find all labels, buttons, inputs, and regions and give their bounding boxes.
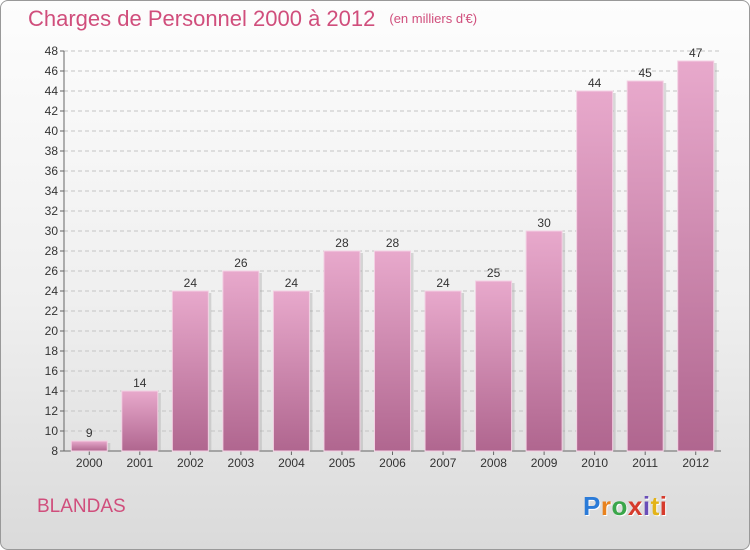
y-tick-label: 48 (45, 44, 59, 58)
bar (222, 270, 260, 452)
bar (626, 80, 664, 452)
data-label: 24 (436, 276, 450, 290)
data-label: 47 (689, 46, 703, 60)
bar (121, 390, 159, 452)
logo-letter: i (659, 491, 668, 521)
y-tick-label: 10 (45, 424, 59, 438)
data-label: 26 (234, 256, 248, 270)
y-tick-label: 20 (45, 324, 59, 338)
x-tick-label: 2008 (480, 456, 507, 470)
bar (677, 60, 715, 452)
y-tick-label: 30 (45, 224, 59, 238)
logo-letter: r (600, 491, 612, 521)
x-tick-label: 2005 (329, 456, 356, 470)
x-tick-label: 2004 (278, 456, 305, 470)
logo-letter: x (627, 491, 643, 521)
y-tick-label: 42 (45, 104, 59, 118)
data-label: 45 (639, 66, 653, 80)
y-tick-label: 44 (45, 84, 59, 98)
y-tick-label: 18 (45, 344, 59, 358)
y-tick-label: 16 (45, 364, 59, 378)
bar (424, 290, 462, 452)
bar (374, 250, 411, 452)
x-tick-label: 2006 (379, 456, 406, 470)
y-tick-label: 14 (45, 384, 59, 398)
x-tick-label: 2009 (531, 456, 558, 470)
x-tick-label: 2002 (177, 456, 204, 470)
data-label: 25 (487, 266, 501, 280)
x-tick-label: 2010 (581, 456, 608, 470)
bar (475, 280, 513, 452)
data-label: 14 (133, 376, 147, 390)
logo-letter: t (650, 491, 660, 521)
y-tick-label: 34 (45, 184, 59, 198)
bar (576, 90, 614, 452)
x-tick-label: 2007 (430, 456, 457, 470)
y-tick-label: 22 (45, 304, 59, 318)
x-tick-label: 2001 (126, 456, 153, 470)
data-label: 24 (285, 276, 299, 290)
x-tick-label: 2012 (682, 456, 709, 470)
data-label: 44 (588, 76, 602, 90)
title-text: Charges de Personnel 2000 à 2012 (28, 6, 376, 31)
logo-letter: o (611, 491, 628, 521)
logo-letter: P (583, 491, 601, 521)
data-label: 24 (184, 276, 198, 290)
y-tick-label: 32 (45, 204, 59, 218)
bar (525, 230, 563, 452)
y-tick-label: 8 (51, 444, 58, 458)
y-tick-label: 28 (45, 244, 59, 258)
y-tick-label: 36 (45, 164, 59, 178)
bar (70, 440, 108, 452)
axes: 8 10 12 14 16 18 20 22 24 26 28 30 32 34 36 38 40 42 44 46 4… (45, 44, 721, 470)
bar (171, 290, 209, 452)
bars (70, 60, 717, 452)
data-labels: 9 14 24 26 24 28 28 24 25 30 44 45 47 (86, 46, 703, 440)
x-tick-label: 2011 (632, 456, 658, 470)
y-tick-label: 38 (45, 144, 59, 158)
commune-name: BLANDAS (37, 496, 126, 517)
x-tick-label: 2003 (228, 456, 255, 470)
x-tick-label: 2000 (76, 456, 103, 470)
chart-subtitle: (en milliers d'€) (389, 11, 478, 26)
data-label: 28 (335, 236, 349, 250)
data-label: 30 (537, 216, 551, 230)
data-label: 9 (86, 426, 93, 440)
y-tick-label: 24 (45, 284, 59, 298)
y-tick-label: 40 (45, 124, 59, 138)
bar (272, 290, 310, 452)
y-tick-label: 26 (45, 264, 59, 278)
proxiti-logo: Proxiti (583, 491, 667, 522)
chart-title: Charges de Personnel 2000 à 2012 (en mill… (28, 6, 477, 32)
logo-letter: i (642, 491, 651, 521)
y-tick-label: 12 (45, 404, 59, 418)
data-label: 28 (386, 236, 400, 250)
bar (323, 250, 361, 452)
y-tick-label: 46 (45, 64, 59, 78)
